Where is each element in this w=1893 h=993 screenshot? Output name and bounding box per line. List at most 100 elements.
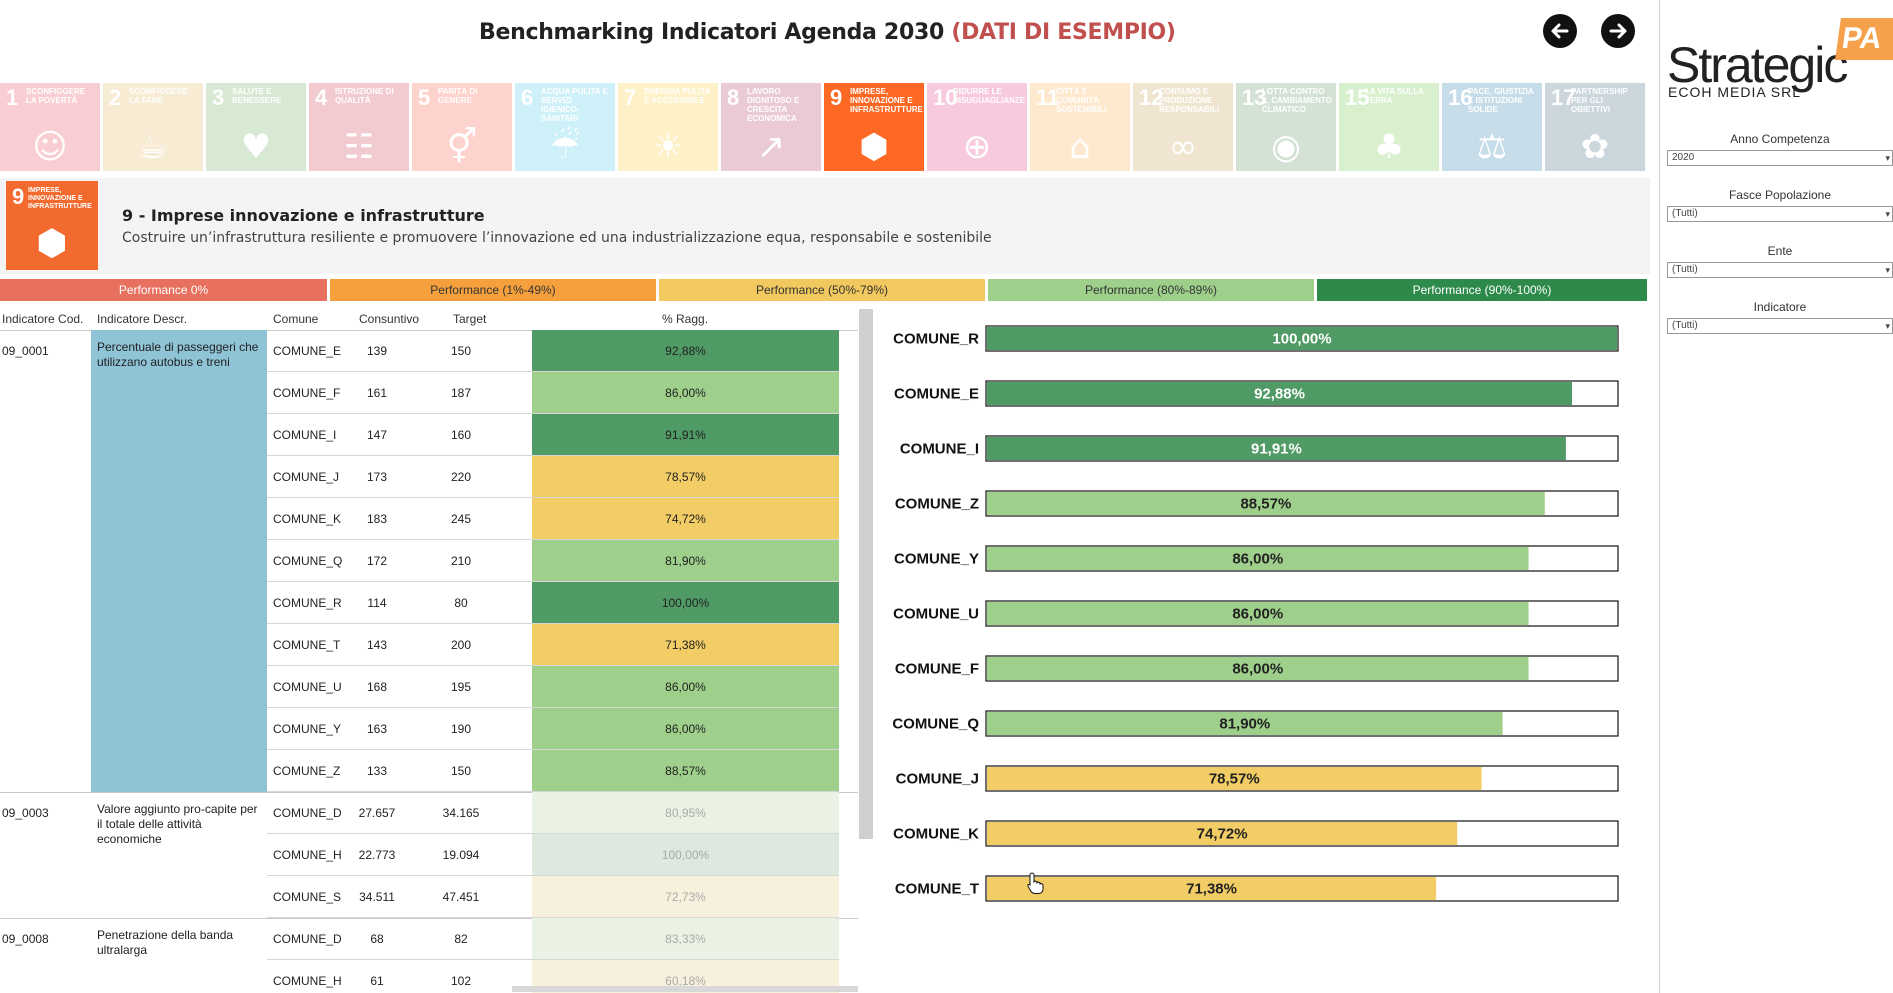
- sdg-tile-number: 1: [6, 85, 19, 110]
- sdg-tile-6[interactable]: 6 Acqua pulita e servizi igienico-sanitar…: [515, 83, 615, 171]
- sdg-tile-16[interactable]: 16 Pace, giustizia e istituzioni solide ⚖: [1442, 83, 1542, 171]
- bar-value-label: 81,90%: [1219, 716, 1270, 733]
- col-header-code[interactable]: Indicatore Cod.: [2, 312, 84, 326]
- perc-ragg-cell: 86,00%: [532, 666, 839, 707]
- table-row[interactable]: COMUNE_E 139 150 92,88%: [267, 330, 839, 372]
- filter-value: (Tutti): [1672, 264, 1698, 275]
- sdg-tile-7[interactable]: 7 Energia pulita e accessibile ☀: [618, 83, 718, 171]
- table-row[interactable]: COMUNE_R 114 80 100,00%: [267, 582, 839, 624]
- table-vertical-scrollbar[interactable]: [859, 309, 873, 839]
- sdg-tile-4[interactable]: 4 Istruzione di qualità ☷: [309, 83, 409, 171]
- sdg-tile-15[interactable]: 15 La vita sulla terra ♣: [1339, 83, 1439, 171]
- header: Benchmarking Indicatori Agenda 2030 (DAT…: [0, 0, 1650, 80]
- table-row[interactable]: COMUNE_H 22.773 19.094 100,00%: [267, 834, 839, 876]
- col-header-target[interactable]: Target: [453, 312, 487, 326]
- indicator-table: Indicatore Cod. Indicatore Descr. Comune…: [0, 309, 858, 993]
- sdg-tile-9[interactable]: 9 Imprese, innovazione e infrastrutture ⬢: [824, 83, 924, 171]
- category-label: COMUNE_F: [895, 661, 979, 678]
- indicator-code: 09_0001: [2, 344, 49, 358]
- sdg-tile-number: 15: [1345, 85, 1370, 110]
- table-row[interactable]: COMUNE_S 34.511 47.451 72,73%: [267, 876, 839, 918]
- sdg-tile-number: 16: [1448, 85, 1473, 110]
- title-accent: (DATI DI ESEMPIO): [951, 20, 1176, 45]
- sdg-tile-1[interactable]: 1 Sconfiggere la povertà ☺: [0, 83, 100, 171]
- target-cell: 102: [450, 974, 472, 988]
- goal-icon-number: 9: [12, 184, 25, 209]
- sdg-tile-label: Consumo e produzione responsabili: [1159, 87, 1220, 114]
- sdg-tile-label: Partnership per gli obiettivi: [1571, 87, 1628, 114]
- consuntivo-cell: 172: [366, 554, 388, 568]
- table-row[interactable]: COMUNE_J 173 220 78,57%: [267, 456, 839, 498]
- target-cell: 200: [450, 638, 472, 652]
- comune-cell: COMUNE_E: [273, 344, 342, 358]
- col-header-comune[interactable]: Comune: [273, 312, 319, 326]
- sdg-tile-10[interactable]: 10 Ridurre le disuguaglianze ⊕: [927, 83, 1027, 171]
- comune-cell: COMUNE_T: [273, 638, 341, 652]
- legend-item: Performance (1%-49%): [330, 279, 656, 301]
- sdg-tile-2[interactable]: 2 Sconfiggere la fame ☕: [103, 83, 203, 171]
- col-header-consuntivo[interactable]: Consuntivo: [359, 312, 420, 326]
- bar: [987, 437, 1566, 460]
- filter-dropdown-4[interactable]: (Tutti) ▾: [1667, 318, 1893, 334]
- target-cell: 160: [450, 428, 472, 442]
- target-cell: 210: [450, 554, 472, 568]
- target-cell: 47.451: [442, 890, 480, 904]
- table-row[interactable]: COMUNE_F 161 187 86,00%: [267, 372, 839, 414]
- goal-icon-text: IMPRESE, INNOVAZIONE E INFRASTRUTTURE: [28, 187, 92, 210]
- table-row[interactable]: COMUNE_I 147 160 91,91%: [267, 414, 839, 456]
- category-label: COMUNE_R: [893, 331, 979, 348]
- filter-label: Ente: [1767, 244, 1793, 258]
- sdg-tile-17[interactable]: 17 Partnership per gli obiettivi ✿: [1545, 83, 1645, 171]
- selected-goal-panel: 9 IMPRESE, INNOVAZIONE E INFRASTRUTTURE …: [0, 178, 1650, 274]
- filter-dropdown-3[interactable]: (Tutti) ▾: [1667, 262, 1893, 278]
- comune-cell: COMUNE_K: [273, 512, 342, 526]
- table-row[interactable]: COMUNE_T 143 200 71,38%: [267, 624, 839, 666]
- table-row[interactable]: COMUNE_D 68 82 83,33%: [267, 918, 839, 960]
- bar-group: COMUNE_Y 86,00%: [894, 545, 1619, 572]
- table-row[interactable]: COMUNE_Y 163 190 86,00%: [267, 708, 839, 750]
- table-row[interactable]: COMUNE_Q 172 210 81,90%: [267, 540, 839, 582]
- sdg-goal-icon: ☷: [343, 127, 375, 167]
- table-horizontal-scrollbar[interactable]: [512, 986, 858, 992]
- sdg-tile-8[interactable]: 8 Lavoro dignitoso e crescita economica ↗: [721, 83, 821, 171]
- bar-value-label: 71,38%: [1186, 881, 1237, 898]
- group-divider: [0, 792, 858, 793]
- sdg-tile-12[interactable]: 12 Consumo e produzione responsabili ∞: [1133, 83, 1233, 171]
- table-row[interactable]: COMUNE_K 183 245 74,72%: [267, 498, 839, 540]
- perc-ragg-cell: 72,73%: [532, 876, 839, 917]
- forward-button[interactable]: [1601, 14, 1635, 48]
- perc-ragg-cell: 86,00%: [532, 708, 839, 749]
- col-header-descr[interactable]: Indicatore Descr.: [97, 312, 188, 326]
- category-label: COMUNE_K: [893, 826, 979, 843]
- sdg-goal-icon: ☀: [652, 127, 684, 167]
- table-row[interactable]: COMUNE_Z 133 150 88,57%: [267, 750, 839, 792]
- col-header-perc[interactable]: % Ragg.: [662, 312, 709, 326]
- back-button[interactable]: [1543, 14, 1577, 48]
- sdg-tile-11[interactable]: 11 Città e comunità sostenibili ⌂: [1030, 83, 1130, 171]
- logo-subtitle: ECOH MEDIA SRL: [1668, 84, 1802, 100]
- comune-cell: COMUNE_Y: [273, 722, 342, 736]
- category-label: COMUNE_Y: [894, 551, 979, 568]
- filter-side-panel: [1659, 0, 1893, 993]
- filter-dropdown-1[interactable]: 2020 ▾: [1667, 150, 1893, 166]
- bar-value-label: 86,00%: [1232, 606, 1283, 623]
- filter-dropdown-2[interactable]: (Tutti) ▾: [1667, 206, 1893, 222]
- perc-ragg-cell: 88,57%: [532, 750, 839, 791]
- category-label: COMUNE_J: [896, 771, 979, 788]
- sdg-tile-3[interactable]: 3 Salute e benessere ♥: [206, 83, 306, 171]
- sdg-tile-number: 5: [418, 85, 431, 110]
- sdg-tile-13[interactable]: 13 Lotta contro il cambiamento climatico ◉: [1236, 83, 1336, 171]
- comune-cell: COMUNE_U: [273, 680, 342, 694]
- table-row[interactable]: COMUNE_D 27.657 34.165 80,95%: [267, 792, 839, 834]
- comune-cell: COMUNE_H: [273, 974, 342, 988]
- sdg-goal-icon: ◉: [1271, 127, 1301, 167]
- consuntivo-cell: 161: [366, 386, 388, 400]
- sdg-tile-5[interactable]: 5 Parità di genere ⚥: [412, 83, 512, 171]
- sdg-goal-icon: ∞: [1168, 127, 1198, 167]
- table-row[interactable]: COMUNE_U 168 195 86,00%: [267, 666, 839, 708]
- sdg-tile-number: 2: [109, 85, 122, 110]
- sdg-tile-number: 13: [1242, 85, 1267, 110]
- target-cell: 80: [454, 596, 468, 610]
- comune-cell: COMUNE_S: [273, 890, 342, 904]
- chevron-down-icon: ▾: [1885, 265, 1890, 275]
